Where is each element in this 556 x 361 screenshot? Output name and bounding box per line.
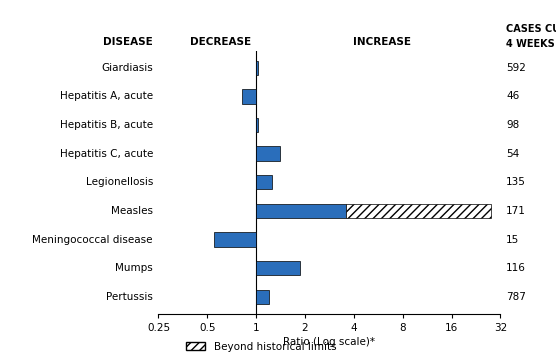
Text: 54: 54 <box>506 149 519 159</box>
Text: 135: 135 <box>506 177 526 187</box>
Text: 116: 116 <box>506 263 526 273</box>
Text: Hepatitis C, acute: Hepatitis C, acute <box>59 149 153 159</box>
Bar <box>256 175 272 190</box>
Text: 15: 15 <box>506 235 519 245</box>
Text: 787: 787 <box>506 292 526 302</box>
Bar <box>256 61 257 75</box>
Text: CASES CURRENT: CASES CURRENT <box>506 24 556 34</box>
Text: Giardiasis: Giardiasis <box>101 63 153 73</box>
Bar <box>242 89 256 104</box>
Text: Legionellosis: Legionellosis <box>86 177 153 187</box>
Bar <box>346 204 491 218</box>
Text: 4 WEEKS: 4 WEEKS <box>506 39 555 49</box>
Text: Pertussis: Pertussis <box>106 292 153 302</box>
X-axis label: Ratio (Log scale)*: Ratio (Log scale)* <box>284 337 375 347</box>
Text: 98: 98 <box>506 120 519 130</box>
Text: Measles: Measles <box>111 206 153 216</box>
Bar <box>256 290 269 304</box>
Text: Hepatitis A, acute: Hepatitis A, acute <box>60 91 153 101</box>
Text: DECREASE: DECREASE <box>190 37 251 47</box>
Bar <box>256 261 300 275</box>
Bar <box>214 232 256 247</box>
Bar <box>256 204 346 218</box>
Text: DISEASE: DISEASE <box>103 37 153 47</box>
Text: 171: 171 <box>506 206 526 216</box>
Text: INCREASE: INCREASE <box>354 37 411 47</box>
Text: 46: 46 <box>506 91 519 101</box>
Text: 592: 592 <box>506 63 526 73</box>
Bar <box>256 118 257 132</box>
Text: Meningococcal disease: Meningococcal disease <box>32 235 153 245</box>
Legend: Beyond historical limits: Beyond historical limits <box>182 338 340 356</box>
Text: Mumps: Mumps <box>115 263 153 273</box>
Bar <box>256 147 280 161</box>
Text: Hepatitis B, acute: Hepatitis B, acute <box>60 120 153 130</box>
